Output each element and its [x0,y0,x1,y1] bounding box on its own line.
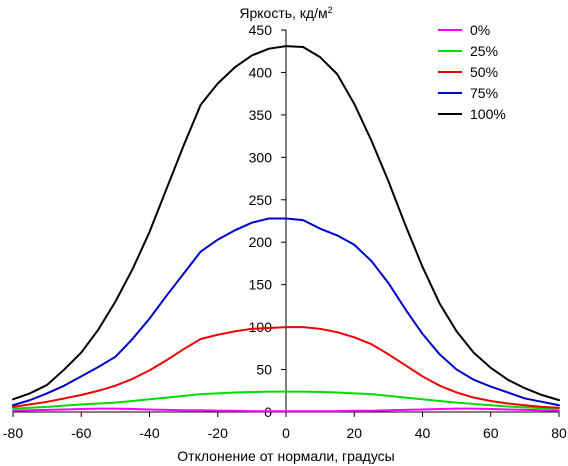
series-layer [12,45,560,413]
legend-label: 100% [470,106,506,122]
series-line-100pct [12,45,560,402]
legend-label: 75% [470,85,498,101]
x-tick-label: -40 [139,425,159,441]
x-tick-label: -20 [208,425,228,441]
x-tick-label: 20 [346,425,362,441]
x-tick-label: -60 [71,425,91,441]
axes: -80 -60 -40 -20 0 20 40 60 800501001502002503003… [3,22,567,441]
x-tick-label: -80 [3,425,23,441]
series-line-25pct [12,390,560,410]
x-axis-label: Отклонение от нормали, градусы [177,448,394,464]
x-tick-label: 0 [282,425,290,441]
y-tick-label: 400 [249,64,273,80]
x-tick-label: 40 [415,425,431,441]
y-tick-label: 450 [249,22,273,38]
legend-label: 50% [470,64,498,80]
chart-title: Яркость, кд/м2 [239,5,332,21]
title-superscript: 2 [328,5,333,15]
y-tick-label: 250 [249,192,273,208]
legend: 0% 25% 50% 75% 100% [438,22,506,122]
series-line-75pct [12,217,560,407]
y-tick-label: 150 [249,277,273,293]
x-tick-label: 80 [551,425,567,441]
legend-label: 0% [470,22,490,38]
y-tick-label: 300 [249,149,273,165]
y-tick-label: 350 [249,107,273,123]
series-line-50pct [12,326,560,409]
y-tick-label: 50 [256,362,272,378]
y-tick-label: 200 [249,234,273,250]
series-line-0pct [12,407,560,413]
legend-label: 25% [470,43,498,59]
x-tick-label: 60 [483,425,499,441]
y-tick-label: 100 [249,319,273,335]
